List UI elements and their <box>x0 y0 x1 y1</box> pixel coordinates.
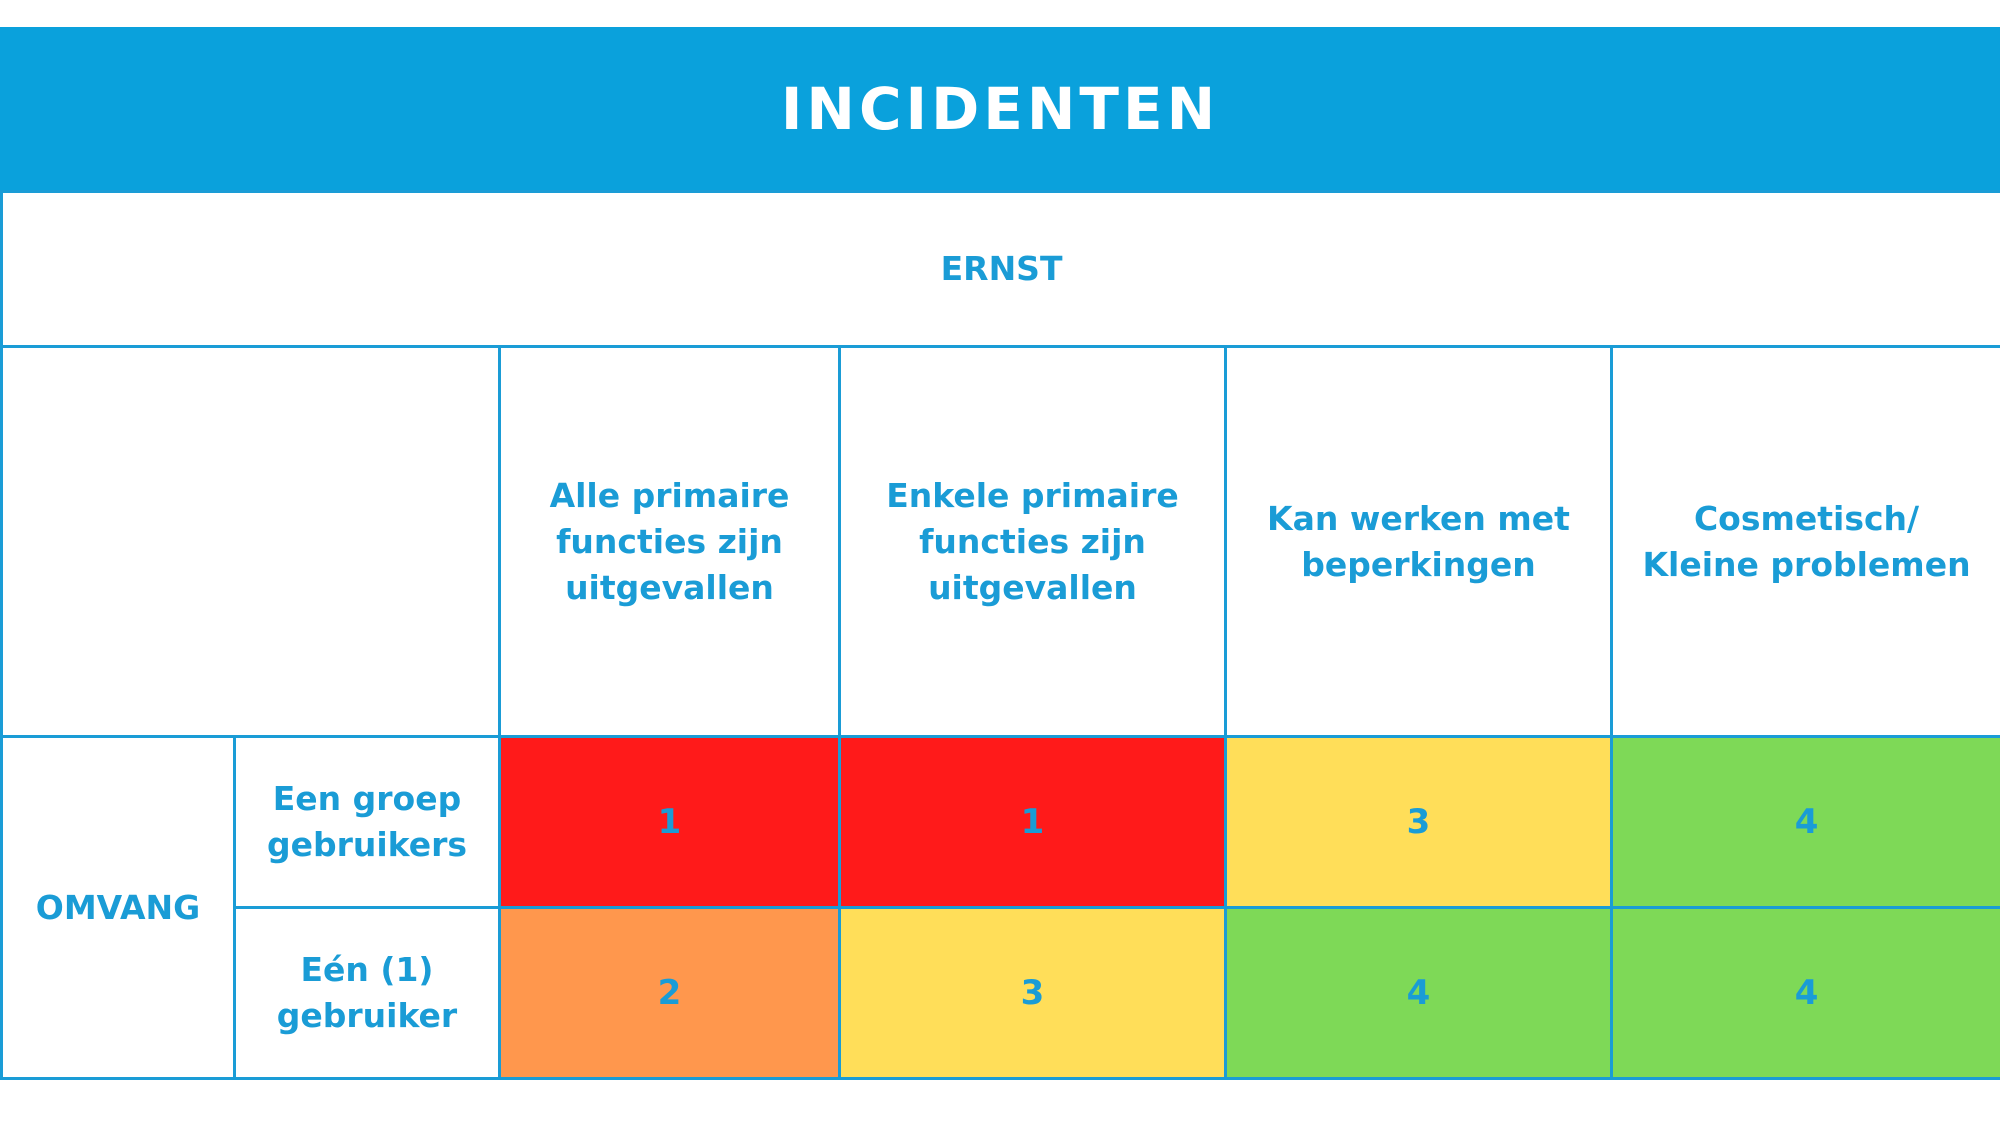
priority-cell: 4 <box>1609 735 2000 909</box>
matrix-row: OMVANG Een groep gebruikers 1 1 3 4 <box>0 735 2000 1080</box>
priority-cell: 4 <box>1224 906 1613 1080</box>
priority-cell: 2 <box>498 906 841 1080</box>
priority-value: 3 <box>1406 802 1431 842</box>
priority-cell: 4 <box>1609 906 2000 1080</box>
priority-cell: 3 <box>838 906 1227 1080</box>
priority-value: 1 <box>657 802 682 842</box>
severity-header: Kan werken met beperkingen <box>1224 345 1613 738</box>
priority-value: 4 <box>1794 973 1819 1013</box>
ernst-row: ERNST <box>0 190 2000 348</box>
omvang-label: OMVANG <box>35 887 201 927</box>
severity-header: Alle primaire functies zijn uitgevallen <box>498 345 841 738</box>
severity-header: Enkele primaire functies zijn uitgevalle… <box>838 345 1227 738</box>
priority-matrix: ERNST Alle primaire functies zijn uitgev… <box>0 190 2000 1080</box>
ernst-header: ERNST <box>0 190 2000 348</box>
severity-header-label: Kan werken met beperkingen <box>1267 498 1570 584</box>
title-banner: INCIDENTEN <box>0 27 2000 190</box>
priority-value: 3 <box>1020 973 1045 1013</box>
priority-cell: 3 <box>1224 735 1613 909</box>
priority-cell: 1 <box>838 735 1227 909</box>
page-title: INCIDENTEN <box>780 74 1220 143</box>
corner-cell <box>0 345 501 738</box>
priority-value: 4 <box>1794 802 1819 842</box>
row-label-cell: Een groep gebruikers <box>233 735 501 909</box>
severity-header-row: Alle primaire functies zijn uitgevallen … <box>0 345 2000 738</box>
priority-value: 2 <box>657 973 682 1013</box>
severity-header-label: Enkele primaire functies zijn uitgevalle… <box>886 475 1179 607</box>
omvang-header: OMVANG <box>0 735 236 1080</box>
matrix-row: Eén (1) gebruiker 2 3 4 4 <box>2 906 2000 1080</box>
row-label-cell: Eén (1) gebruiker <box>233 906 501 1080</box>
priority-value: 1 <box>1020 802 1045 842</box>
row-label: Eén (1) gebruiker <box>276 950 458 1035</box>
ernst-label: ERNST <box>940 249 1063 288</box>
severity-header: Cosmetisch/ Kleine problemen <box>1609 345 2000 738</box>
priority-value: 4 <box>1406 973 1431 1013</box>
severity-header-label: Cosmetisch/ Kleine problemen <box>1642 498 1971 584</box>
severity-header-label: Alle primaire functies zijn uitgevallen <box>549 475 790 607</box>
row-label: Een groep gebruikers <box>266 779 468 864</box>
priority-cell: 1 <box>498 735 841 909</box>
